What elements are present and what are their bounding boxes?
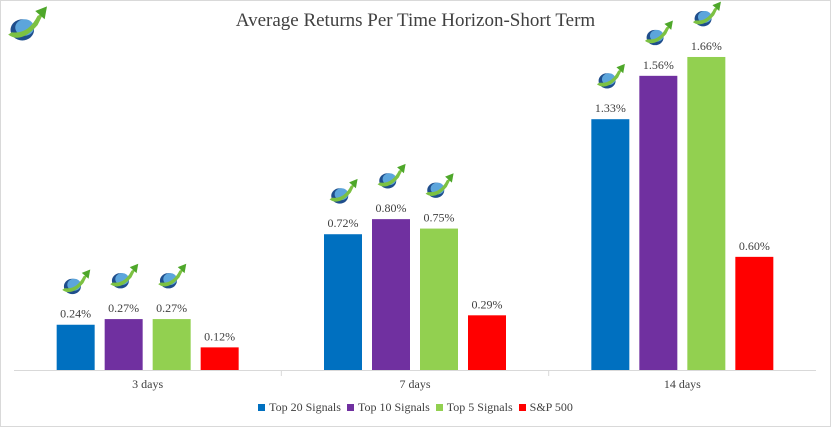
data-label: 0.29%: [472, 297, 503, 311]
legend-label: Top 10 Signals: [357, 400, 430, 414]
legend-item: Top 20 Signals: [258, 400, 341, 415]
legend-item: Top 10 Signals: [346, 400, 430, 415]
x-tick-label: 14 days: [664, 377, 701, 391]
legend-swatch: [435, 404, 443, 411]
data-label: 0.72%: [328, 216, 359, 230]
data-label: 1.56%: [643, 58, 674, 72]
bar: [200, 347, 239, 370]
legend: Top 20 Signals Top 10 Signals Top 5 Signal…: [0, 400, 831, 415]
legend-label: Top 5 Signals: [446, 400, 513, 414]
corner-logo-icon: [4, 4, 50, 49]
bar: [735, 256, 774, 370]
data-label: 0.24%: [60, 307, 91, 321]
data-label: 0.12%: [204, 329, 235, 343]
logo-icon: [62, 269, 91, 295]
legend-swatch: [346, 404, 354, 411]
bar: [420, 228, 458, 370]
bar: [324, 234, 362, 370]
data-label: 0.75%: [424, 211, 455, 225]
data-label: 0.27%: [108, 301, 139, 315]
legend-label: S&P 500: [529, 400, 573, 414]
logo-icon: [377, 163, 406, 189]
bar: [468, 315, 506, 370]
data-label: 1.33%: [595, 101, 626, 115]
logo-icon: [596, 63, 625, 89]
chart-title: Average Returns Per Time Horizon-Short T…: [235, 10, 596, 31]
logo-icon: [329, 178, 358, 204]
legend-item: S&P 500: [518, 400, 573, 415]
bar: [591, 119, 630, 370]
legend-swatch: [258, 404, 266, 411]
data-label: 0.60%: [739, 239, 770, 253]
legend-swatch: [518, 404, 526, 411]
bar: [687, 56, 726, 370]
x-tick-label: 3 days: [132, 377, 163, 391]
logo-icon: [644, 20, 673, 46]
legend-item: Top 5 Signals: [435, 400, 513, 415]
data-label: 1.66%: [691, 39, 722, 53]
logo-icon: [425, 173, 454, 198]
logo-icon: [158, 263, 187, 289]
data-label: 0.80%: [376, 201, 407, 215]
legend-label: Top 20 Signals: [269, 400, 341, 414]
data-label: 0.27%: [156, 301, 187, 315]
bar: [152, 319, 191, 370]
bar: [56, 324, 95, 370]
bar: [104, 319, 143, 370]
logo-icon: [692, 1, 721, 27]
bar: [372, 219, 410, 370]
x-tick-label: 7 days: [400, 377, 431, 391]
logo-icon: [110, 263, 139, 289]
bar: [639, 75, 678, 370]
